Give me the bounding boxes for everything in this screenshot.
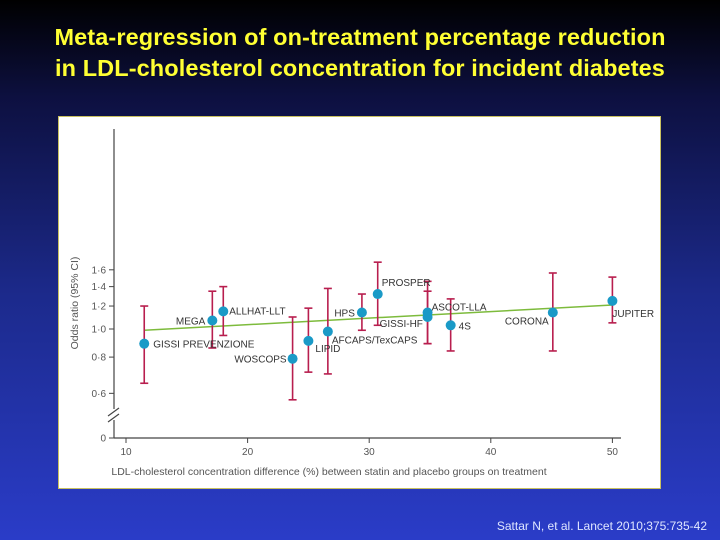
- data-point-lipid: [303, 335, 314, 346]
- citation: Sattar N, et al. Lancet 2010;375:735-42: [496, 519, 707, 533]
- data-label-mega: MEGA: [176, 316, 206, 327]
- data-point-afcaps-texcaps: [322, 326, 333, 337]
- x-tick-label: 10: [120, 447, 132, 458]
- x-tick-label: 30: [364, 447, 376, 458]
- y-tick-label: 1·4: [92, 282, 107, 293]
- y-tick-label: 1·0: [92, 325, 107, 336]
- data-label-allhat-llt: ALLHAT-LLT: [229, 306, 285, 317]
- x-tick-label: 40: [485, 447, 497, 458]
- data-point-mega: [207, 315, 218, 326]
- data-point-prosper: [372, 289, 383, 300]
- data-label-4s: 4S: [459, 321, 472, 332]
- slide-title-line-2: in LDL-cholesterol concentration for inc…: [55, 55, 665, 81]
- data-label-ascot-lla: ASCOT-LLA: [432, 302, 487, 313]
- data-label-jupiter: JUPITER: [612, 309, 654, 320]
- data-point-4s: [445, 320, 456, 331]
- data-point-woscops: [287, 353, 298, 364]
- slide-title: Meta-regression of on-treatment percenta…: [0, 22, 720, 84]
- y-tick-label: 1·2: [92, 302, 107, 313]
- data-label-afcaps-texcaps: AFCAPS/TexCAPS: [332, 336, 418, 347]
- data-label-prosper: PROSPER: [382, 278, 431, 289]
- data-point-corona: [547, 307, 558, 318]
- chart-panel: 1·6 1·4 1·2 1·0 0·8 0·6 0 10 20 30 40 50 GISSI PRE…: [58, 116, 661, 489]
- x-tick-label: 50: [607, 447, 619, 458]
- data-label-corona: CORONA: [505, 316, 549, 327]
- meta-regression-chart: 1·6 1·4 1·2 1·0 0·8 0·6 0 10 20 30 40 50 GISSI PRE…: [69, 129, 654, 478]
- y-tick-label: 1·6: [92, 265, 107, 276]
- data-label-gissi-prevenzione: GISSI PREVENZIONE: [153, 340, 254, 351]
- axis-break-mark: [107, 413, 120, 423]
- data-label-lipid: LIPID: [315, 344, 340, 355]
- data-label-hps: HPS: [334, 308, 355, 319]
- data-label-woscops: WOSCOPS: [234, 355, 287, 366]
- x-axis-label: LDL-cholesterol concentration difference…: [111, 466, 546, 478]
- y-tick-label: 0: [100, 434, 106, 445]
- y-tick-label: 0·6: [92, 389, 107, 400]
- slide-title-line-1: Meta-regression of on-treatment percenta…: [54, 24, 666, 50]
- data-point-allhat-llt: [218, 306, 229, 317]
- data-point-jupiter: [607, 295, 618, 306]
- axis-break-mark: [107, 407, 120, 417]
- data-point-gissi-prevenzione: [139, 338, 150, 349]
- data-label-gissi-hf: GISSI-HF: [380, 319, 423, 330]
- data-point-gissi-hf: [422, 311, 433, 322]
- y-tick-label: 0·8: [92, 353, 107, 364]
- data-point-hps: [356, 307, 367, 318]
- y-axis-label: Odds ratio (95% CI): [69, 257, 81, 350]
- x-tick-label: 20: [242, 447, 254, 458]
